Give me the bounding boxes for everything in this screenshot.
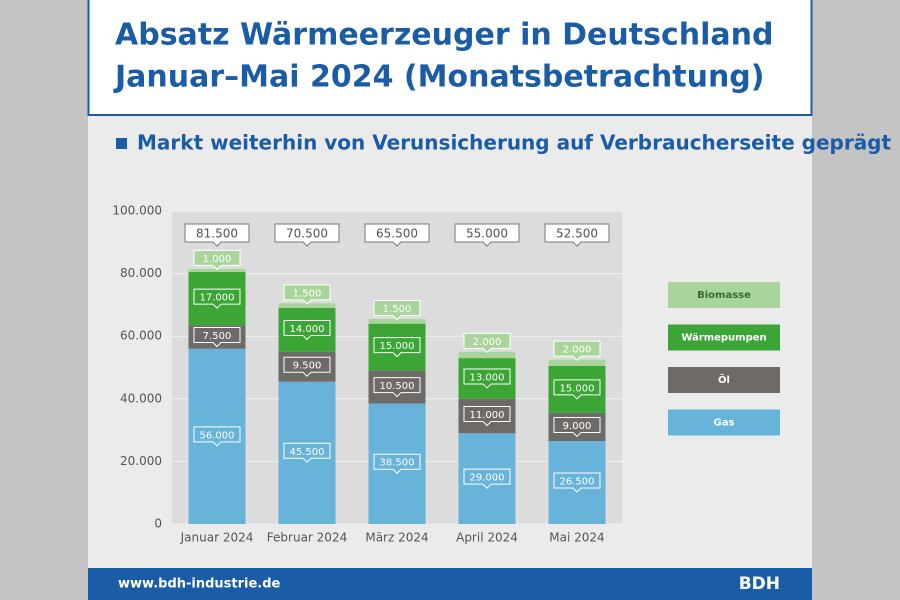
value-label: 9.000: [563, 421, 592, 432]
y-tick-label: 80.000: [120, 266, 162, 280]
x-tick-label: Mai 2024: [549, 531, 604, 545]
value-callout: [463, 406, 511, 427]
x-tick-label: März 2024: [365, 531, 428, 545]
value-label: 1.500: [383, 304, 412, 315]
y-tick-label: 60.000: [120, 329, 162, 343]
value-label: 13.000: [470, 372, 505, 383]
value-label: 15.000: [560, 383, 595, 394]
legend-label: Biomasse: [697, 290, 751, 301]
value-label: 29.000: [470, 473, 505, 484]
legend-swatch: [668, 324, 780, 351]
value-label: 38.500: [380, 458, 415, 469]
value-callout: [553, 340, 601, 361]
y-tick-label: 20.000: [120, 454, 162, 468]
value-callout: [373, 299, 421, 321]
value-callout: [553, 416, 601, 438]
value-callout: [373, 377, 421, 398]
value-callout: [463, 468, 511, 489]
total-label: 65.500: [376, 227, 418, 241]
bullet: [116, 138, 127, 149]
y-tick-label: 100.000: [112, 204, 162, 218]
legend-label: Wärmepumpen: [681, 333, 766, 344]
value-callout: [553, 379, 601, 400]
value-callout: [193, 326, 241, 348]
bar-segment: [548, 359, 606, 366]
value-label: 9.500: [293, 361, 322, 372]
header-border: [87, 0, 813, 116]
total-label: 81.500: [196, 227, 238, 241]
x-tick-label: April 2024: [456, 531, 518, 545]
legend-swatch: [668, 409, 780, 436]
value-callout: [193, 426, 241, 447]
value-label: 17.000: [200, 293, 235, 304]
legend-swatch: [668, 282, 780, 308]
total-callout: [454, 223, 520, 247]
bar-segment: [278, 303, 336, 309]
total-callout: [274, 223, 340, 247]
value-callout: [283, 356, 331, 377]
total-label: 70.500: [286, 227, 328, 241]
value-callout: [283, 319, 331, 341]
value-label: 10.500: [380, 381, 415, 392]
bar-segment: [188, 268, 246, 273]
total-callout: [184, 223, 250, 247]
footer-bar: [88, 568, 812, 600]
value-label: 7.500: [203, 331, 232, 342]
legend-label: Gas: [714, 418, 735, 429]
legend-swatch: [668, 367, 780, 393]
total-callout: [544, 223, 610, 247]
y-tick-label: 0: [154, 517, 162, 531]
value-label: 15.000: [380, 341, 415, 352]
value-callout: [193, 288, 241, 309]
bar-segment: [368, 318, 426, 324]
x-tick-label: Januar 2024: [180, 531, 254, 545]
value-label: 2.000: [473, 337, 502, 348]
value-label: 1.000: [203, 254, 232, 265]
value-label: 45.500: [290, 447, 325, 458]
chart-title: Januar–Mai 2024 (Monatsbetrachtung): [113, 60, 764, 95]
footer-url: www.bdh-industrie.de: [118, 577, 281, 592]
value-label: 2.000: [563, 345, 592, 356]
bar-segment: [458, 351, 516, 359]
total-callout: [364, 223, 430, 247]
value-label: 26.500: [560, 477, 595, 488]
value-label: 1.500: [293, 288, 322, 299]
value-callout: [373, 337, 421, 358]
value-callout: [283, 284, 331, 305]
value-label: 11.000: [470, 410, 505, 421]
x-tick-label: Februar 2024: [267, 531, 347, 545]
value-callout: [463, 332, 511, 354]
value-callout: [463, 368, 511, 389]
value-callout: [193, 249, 241, 271]
total-label: 55.000: [466, 227, 508, 241]
value-callout: [373, 453, 421, 474]
subtitle: Markt weiterhin von Verunsicherung auf V…: [137, 131, 892, 155]
value-label: 56.000: [200, 430, 235, 441]
footer-brand: BDH: [739, 574, 780, 594]
value-callout: [283, 442, 331, 464]
y-tick-label: 40.000: [120, 391, 162, 405]
value-label: 14.000: [290, 324, 325, 335]
chart-title: Absatz Wärmeerzeuger in Deutschland: [115, 18, 773, 53]
total-label: 52.500: [556, 227, 598, 241]
legend-label: Öl: [718, 372, 730, 386]
header-bg: [88, 0, 812, 115]
value-callout: [553, 472, 601, 493]
